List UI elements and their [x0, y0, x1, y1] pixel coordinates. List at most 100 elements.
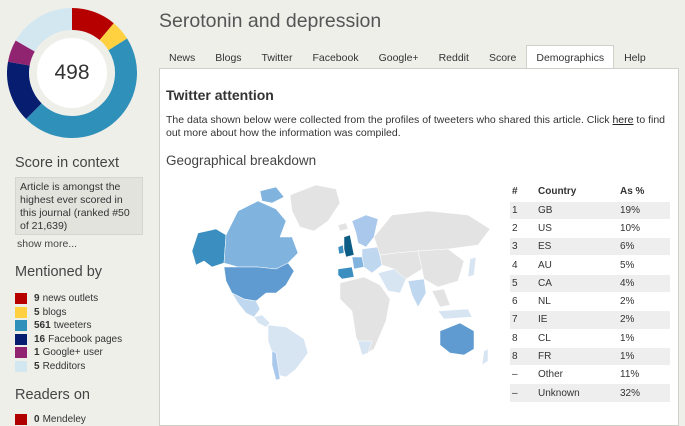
map-central-america[interactable] [253, 314, 271, 328]
mention-item[interactable]: 1 Google+ user [15, 346, 122, 360]
row-rank: – [510, 365, 538, 384]
mention-label: blogs [42, 306, 67, 318]
map-ireland[interactable] [337, 244, 345, 255]
tab-bar: News Blogs Twitter Facebook Google+ Reddit Sco… [159, 45, 656, 69]
row-country: IE [538, 310, 620, 330]
readers-on-heading: Readers on [15, 387, 90, 403]
readers-count: 0 [34, 414, 40, 425]
row-rank: 4 [510, 255, 538, 275]
map-new-zealand[interactable] [481, 348, 489, 366]
mention-label: Facebook pages [48, 333, 123, 345]
map-iceland[interactable] [337, 222, 349, 232]
table-row: 6 NL 2% [510, 291, 670, 311]
row-percent: 2% [620, 310, 670, 330]
tab-facebook[interactable]: Facebook [312, 51, 359, 64]
readers-label: Mendeley [42, 414, 86, 425]
col-percent: As % [620, 186, 645, 198]
row-country: GB [538, 200, 620, 220]
map-india[interactable] [407, 278, 427, 308]
map-alaska[interactable] [191, 228, 227, 268]
table-row: 1 GB 19% [510, 200, 670, 220]
map-central-asia[interactable] [379, 250, 423, 280]
row-rank: 3 [510, 237, 538, 256]
row-rank: 8 [510, 328, 538, 348]
donut-segment-reddit [15, 8, 73, 52]
map-indonesia[interactable] [437, 308, 473, 320]
section-title: Twitter attention [166, 87, 274, 103]
map-middle-east[interactable] [377, 268, 407, 294]
mention-count: 5 [34, 360, 40, 372]
map-mexico[interactable] [231, 292, 261, 318]
map-spain[interactable] [337, 266, 355, 280]
mention-item[interactable]: 561 tweeters [15, 319, 122, 333]
altmetric-donut-icon[interactable] [7, 8, 137, 138]
row-country: Unknown [538, 383, 620, 403]
mention-item[interactable]: 5 blogs [15, 306, 122, 320]
mention-count: 5 [34, 306, 40, 318]
table-row: 8 CL 1% [510, 328, 670, 348]
map-greenland[interactable] [289, 184, 341, 232]
mention-label: tweeters [53, 320, 92, 332]
mention-item[interactable]: 9 news outlets [15, 292, 122, 306]
world-map[interactable] [168, 181, 498, 381]
table-row: 8 FR 1% [510, 346, 670, 366]
geo-breakdown-title: Geographical breakdown [166, 153, 317, 168]
map-africa[interactable] [339, 276, 391, 356]
sidebar: 498 Score in context Article is amongst … [0, 0, 155, 426]
row-country: CL [538, 328, 620, 348]
row-country: US [538, 218, 620, 238]
intro-text-end: to find out more about how the informati… [166, 114, 666, 139]
attention-score: 498 [37, 38, 107, 108]
geo-table-header: # Country As % [510, 183, 670, 201]
tab-help[interactable]: Help [624, 51, 646, 64]
show-more-link[interactable]: show more... [17, 238, 78, 250]
map-scandinavia[interactable] [351, 214, 379, 248]
row-percent: 5% [620, 255, 670, 275]
row-percent: 10% [620, 218, 670, 238]
readers-item-mendeley[interactable]: 0 Mendeley [15, 414, 86, 425]
map-chile[interactable] [271, 350, 281, 381]
tab-twitter[interactable]: Twitter [261, 51, 293, 64]
row-percent: 2% [620, 291, 670, 311]
mentions-list: 9 news outlets 5 blogs 561 tweeters 16 Facebook… [15, 292, 122, 373]
tab-blogs[interactable]: Blogs [215, 51, 242, 64]
score-context-text: Article is amongst the highest ever scor… [15, 177, 143, 235]
mention-item[interactable]: 5 Redditors [15, 360, 122, 374]
intro-text: The data shown below were collected from… [166, 114, 666, 140]
map-canada[interactable] [223, 200, 299, 270]
tab-news[interactable]: News [169, 51, 196, 64]
row-country: FR [538, 346, 620, 366]
map-russia[interactable] [373, 210, 491, 256]
table-row: 5 CA 4% [510, 273, 670, 293]
donut-segment-googleplus [7, 40, 35, 66]
map-uk[interactable] [343, 234, 355, 258]
map-south-america[interactable] [267, 324, 309, 378]
intro-text-start: The data shown below were collected from… [166, 114, 613, 126]
mention-label: Redditors [42, 360, 86, 372]
row-rank: 7 [510, 310, 538, 330]
map-south-africa[interactable] [357, 340, 373, 356]
mention-count: 16 [34, 333, 46, 345]
here-link[interactable]: here [612, 114, 634, 126]
donut-segment-news [71, 8, 114, 41]
demographics-panel: Twitter attention The data shown below w… [159, 68, 679, 426]
mention-swatch [15, 333, 27, 345]
map-japan[interactable] [467, 256, 477, 278]
tab-reddit[interactable]: Reddit [438, 51, 469, 64]
map-china[interactable] [417, 248, 465, 288]
table-row: 3 ES 6% [510, 237, 670, 256]
tab-demographics[interactable]: Demographics [526, 45, 615, 69]
mention-item[interactable]: 16 Facebook pages [15, 333, 122, 347]
map-australia[interactable] [439, 322, 475, 356]
tab-google[interactable]: Google+ [378, 51, 419, 64]
tab-score[interactable]: Score [488, 51, 517, 64]
map-canada-islands[interactable] [259, 186, 285, 204]
mention-swatch [15, 293, 27, 305]
row-country: ES [538, 237, 620, 256]
row-country: CA [538, 273, 620, 293]
mentioned-by-heading: Mentioned by [15, 264, 103, 280]
mention-swatch [15, 320, 27, 332]
map-southeast-asia[interactable] [431, 288, 451, 308]
col-rank: # [512, 186, 518, 198]
mention-label: news outlets [42, 293, 99, 305]
